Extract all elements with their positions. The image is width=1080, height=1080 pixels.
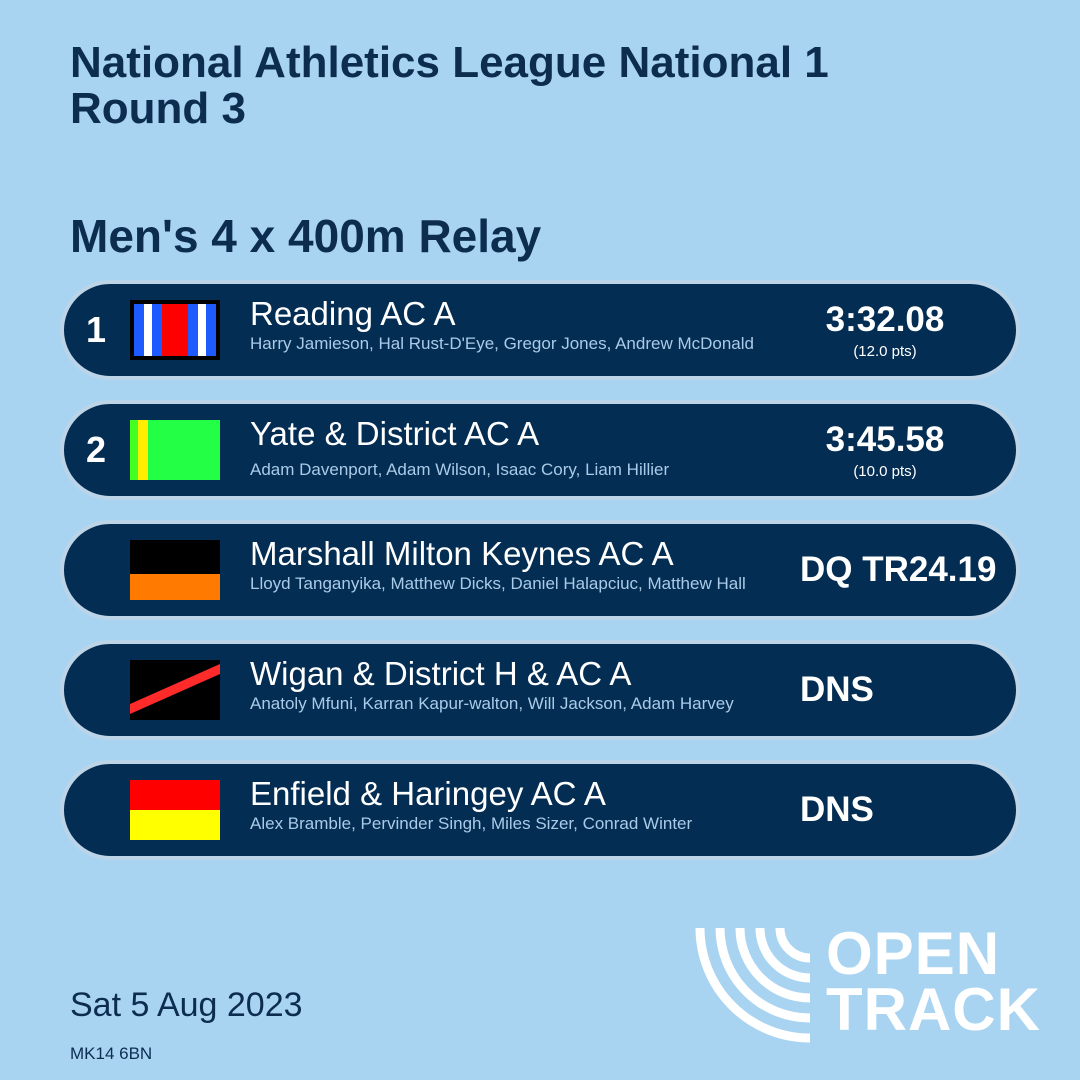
result-row[interactable]: 1 Reading AC A Harry Jamieson, Hal Rust-… (60, 280, 1020, 380)
position (82, 764, 110, 856)
result-row[interactable]: 2 Yate & District AC A Adam Davenport, A… (60, 400, 1020, 500)
position (82, 644, 110, 736)
team-name: Marshall Milton Keynes AC A (250, 535, 674, 572)
result-row[interactable]: Enfield & Haringey AC A Alex Bramble, Pe… (60, 760, 1020, 860)
opentrack-logo: OPEN TRACK (690, 920, 1050, 1050)
result-mark: DNS (800, 790, 874, 829)
venue-postcode: MK14 6BN (70, 1044, 153, 1063)
athletes: Harry Jamieson, Hal Rust-D'Eye, Gregor J… (250, 334, 754, 353)
club-colours-red-yellow-icon (130, 780, 220, 840)
result-mark: DQ TR24.19 (800, 550, 997, 589)
position (82, 524, 110, 616)
team-name: Yate & District AC A (250, 415, 540, 452)
logo-text: OPEN TRACK (826, 920, 1041, 1043)
club-colours-green-yellow-icon (130, 420, 220, 480)
team-name: Enfield & Haringey AC A (250, 775, 606, 812)
team-name: Reading AC A (250, 295, 456, 332)
result-row[interactable]: Wigan & District H & AC A Anatoly Mfuni,… (60, 640, 1020, 740)
result-row[interactable]: Marshall Milton Keynes AC A Lloyd Tangan… (60, 520, 1020, 620)
team-name: Wigan & District H & AC A (250, 655, 632, 692)
logo-line-track: TRACK (826, 976, 1041, 1043)
event-date: Sat 5 Aug 2023 (70, 986, 303, 1024)
result-mark: 3:45.58 (825, 420, 945, 459)
points: (12.0 pts) (853, 343, 917, 360)
result-mark: 3:32.08 (825, 300, 945, 339)
club-colours-blue-white-red-icon (130, 300, 220, 360)
points: (10.0 pts) (853, 463, 917, 480)
athletes: Lloyd Tanganyika, Matthew Dicks, Daniel … (250, 574, 746, 593)
position: 1 (85, 309, 107, 350)
position: 2 (85, 429, 107, 470)
athletes: Anatoly Mfuni, Karran Kapur-walton, Will… (250, 694, 734, 713)
athletes: Alex Bramble, Pervinder Singh, Miles Siz… (250, 814, 693, 833)
event-title: Men's 4 x 400m Relay (70, 210, 542, 262)
club-colours-black-red-sash-icon (130, 660, 220, 720)
result-mark: DNS (800, 670, 874, 709)
page-title: National Athletics League National 1 Rou… (70, 38, 829, 133)
track-lanes-icon (695, 927, 811, 1043)
logo-line-open: OPEN (826, 920, 1001, 987)
club-colours-black-orange-icon (130, 540, 220, 600)
athletes: Adam Davenport, Adam Wilson, Isaac Cory,… (250, 460, 670, 479)
